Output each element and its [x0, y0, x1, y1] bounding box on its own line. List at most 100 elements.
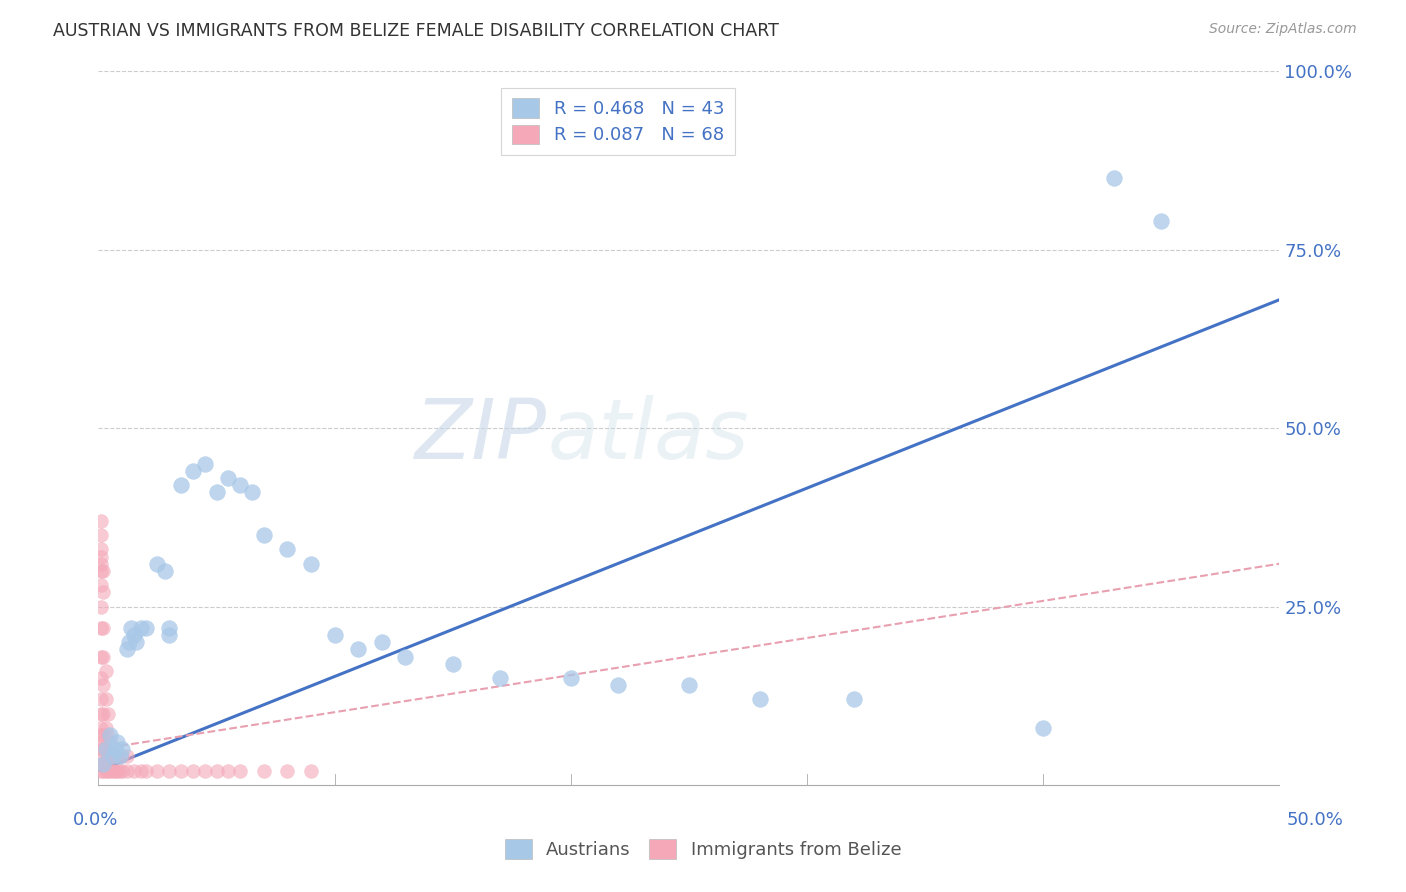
Point — [441, 657, 464, 671]
Point — [101, 749, 124, 764]
Point — [115, 642, 138, 657]
Legend: R = 0.468   N = 43, R = 0.087   N = 68: R = 0.468 N = 43, R = 0.087 N = 68 — [501, 87, 735, 155]
Point — [98, 728, 121, 742]
Point — [217, 471, 239, 485]
Point — [104, 749, 127, 764]
Point — [122, 764, 145, 778]
Point — [105, 735, 128, 749]
Point — [90, 671, 112, 685]
Text: AUSTRIAN VS IMMIGRANTS FROM BELIZE FEMALE DISABILITY CORRELATION CHART: AUSTRIAN VS IMMIGRANTS FROM BELIZE FEMAL… — [53, 22, 779, 40]
Point — [115, 764, 138, 778]
Point — [97, 749, 120, 764]
Point — [91, 585, 114, 599]
Point — [276, 542, 298, 557]
Point — [122, 628, 145, 642]
Point — [146, 557, 169, 571]
Point — [94, 742, 117, 756]
Point — [181, 764, 204, 778]
Point — [90, 578, 112, 592]
Point — [678, 678, 700, 692]
Point — [101, 764, 124, 778]
Point — [90, 528, 112, 542]
Point — [97, 764, 120, 778]
Point — [181, 464, 204, 478]
Point — [205, 764, 228, 778]
Point — [1102, 171, 1125, 186]
Point — [90, 564, 112, 578]
Point — [108, 764, 131, 778]
Point — [90, 735, 112, 749]
Point — [129, 621, 152, 635]
Point — [91, 621, 114, 635]
Point — [157, 628, 180, 642]
Point — [97, 728, 120, 742]
Point — [121, 621, 143, 635]
Point — [97, 706, 120, 721]
Point — [94, 756, 117, 771]
Point — [153, 564, 176, 578]
Point — [90, 742, 112, 756]
Point — [90, 549, 112, 564]
Point — [101, 749, 124, 764]
Point — [98, 735, 121, 749]
Point — [90, 756, 112, 771]
Point — [105, 764, 128, 778]
Point — [90, 728, 112, 742]
Point — [90, 514, 112, 528]
Point — [90, 542, 112, 557]
Point — [229, 764, 252, 778]
Point — [194, 457, 217, 471]
Point — [844, 692, 866, 706]
Point — [129, 764, 152, 778]
Point — [170, 764, 193, 778]
Point — [94, 721, 117, 735]
Point — [240, 485, 263, 500]
Point — [347, 642, 370, 657]
Point — [135, 764, 157, 778]
Point — [560, 671, 582, 685]
Text: Source: ZipAtlas.com: Source: ZipAtlas.com — [1209, 22, 1357, 37]
Point — [90, 557, 112, 571]
Point — [748, 692, 770, 706]
Point — [1150, 214, 1173, 228]
Point — [205, 485, 228, 500]
Point — [104, 764, 127, 778]
Point — [108, 749, 131, 764]
Point — [323, 628, 346, 642]
Point — [91, 564, 114, 578]
Point — [118, 635, 141, 649]
Point — [94, 692, 117, 706]
Text: atlas: atlas — [547, 395, 749, 475]
Point — [90, 764, 112, 778]
Text: 0.0%: 0.0% — [73, 811, 118, 829]
Point — [299, 557, 322, 571]
Point — [98, 764, 121, 778]
Point — [94, 764, 117, 778]
Point — [607, 678, 630, 692]
Point — [217, 764, 239, 778]
Point — [146, 764, 169, 778]
Point — [253, 764, 276, 778]
Point — [111, 742, 134, 756]
Point — [98, 749, 121, 764]
Point — [94, 742, 117, 756]
Text: ZIP: ZIP — [415, 395, 547, 475]
Point — [194, 764, 217, 778]
Point — [104, 742, 127, 756]
Point — [299, 764, 322, 778]
Point — [276, 764, 298, 778]
Point — [90, 599, 112, 614]
Point — [91, 678, 114, 692]
Point — [371, 635, 394, 649]
Point — [1032, 721, 1054, 735]
Point — [111, 749, 134, 764]
Point — [90, 721, 112, 735]
Point — [125, 635, 148, 649]
Point — [229, 478, 252, 492]
Point — [394, 649, 416, 664]
Point — [91, 764, 114, 778]
Point — [90, 621, 112, 635]
Point — [91, 706, 114, 721]
Point — [90, 649, 112, 664]
Point — [91, 756, 114, 771]
